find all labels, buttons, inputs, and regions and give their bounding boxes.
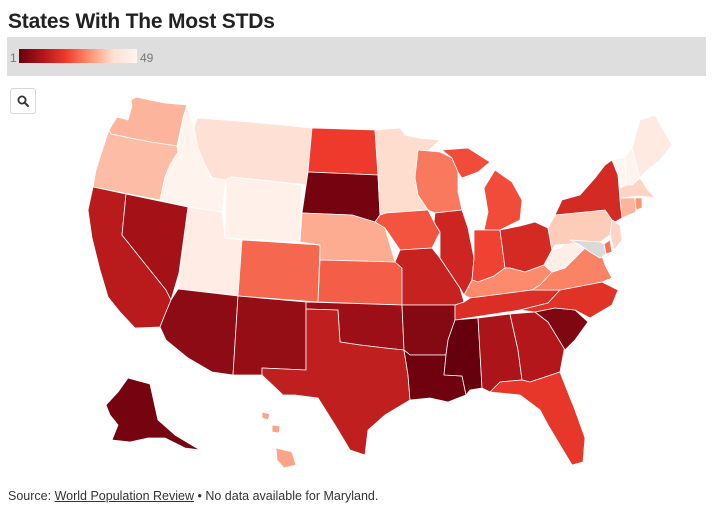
source-footer: Source: World Population Review • No dat… (8, 489, 378, 503)
state-iowa[interactable] (374, 209, 441, 251)
legend-max-label: 49 (140, 51, 154, 65)
state-colorado[interactable] (237, 239, 321, 303)
legend: 1 49 (7, 37, 706, 76)
map-title: States With The Most STDs (8, 10, 275, 33)
state-maryland[interactable] (569, 239, 607, 259)
state-illinois[interactable] (433, 209, 475, 296)
state-north-dakota[interactable] (307, 127, 379, 176)
state-maine[interactable] (631, 114, 673, 179)
state-florida[interactable] (489, 371, 586, 466)
state-new-mexico[interactable] (232, 295, 307, 376)
state-montana[interactable] (193, 117, 313, 186)
state-alaska[interactable] (105, 377, 201, 451)
state-new-jersey[interactable] (609, 219, 623, 251)
source-prefix: Source: (8, 489, 52, 503)
search-icon (17, 95, 29, 107)
state-michigan[interactable] (441, 147, 523, 231)
state-massachusetts[interactable] (619, 177, 656, 199)
state-arizona[interactable] (159, 288, 239, 376)
state-texas[interactable] (261, 308, 411, 456)
legend-min-label: 1 (10, 51, 17, 65)
state-rhode-island[interactable] (634, 197, 643, 211)
state-connecticut[interactable] (619, 197, 637, 219)
source-note: • No data available for Maryland. (197, 489, 379, 503)
state-wyoming[interactable] (224, 176, 303, 243)
search-button[interactable] (10, 88, 36, 114)
state-hawaii[interactable] (261, 411, 297, 469)
source-link[interactable]: World Population Review (54, 489, 195, 503)
state-kansas[interactable] (317, 259, 403, 306)
legend-gradient (19, 49, 137, 63)
